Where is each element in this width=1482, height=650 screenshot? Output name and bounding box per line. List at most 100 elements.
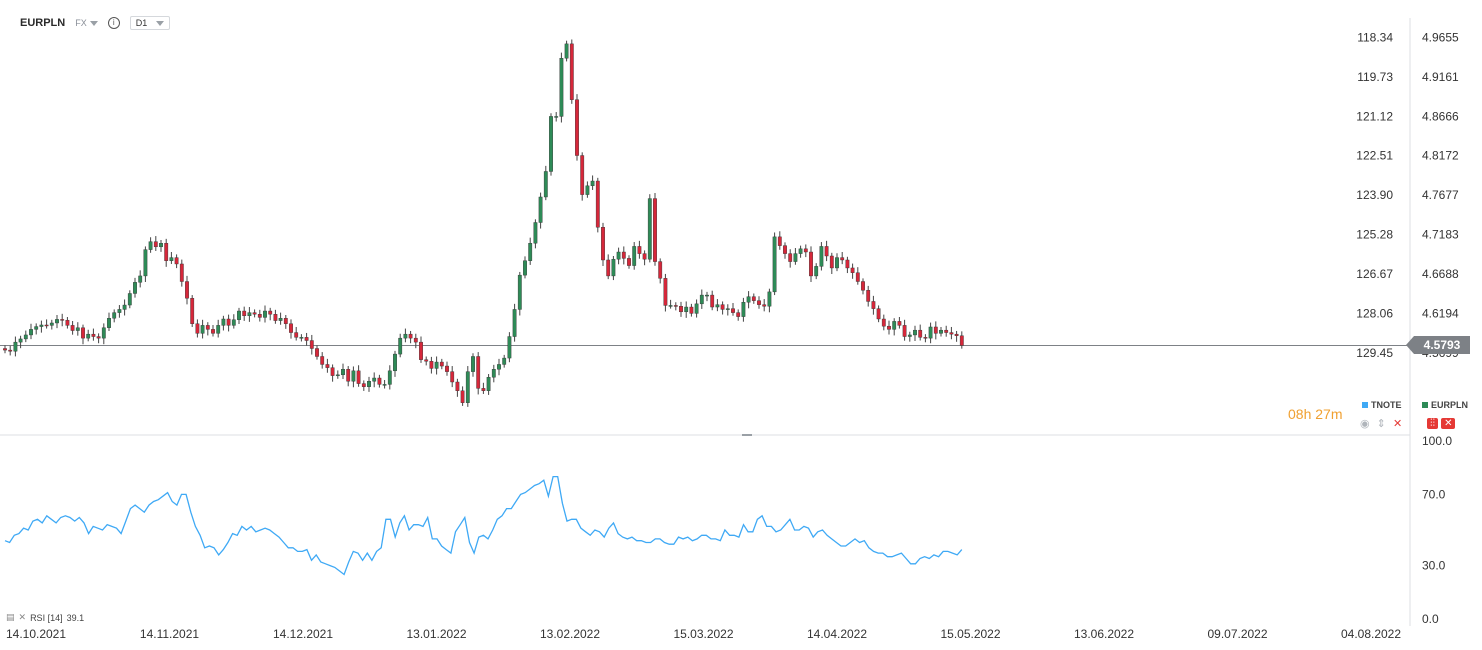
candle-body	[13, 341, 18, 352]
candle-body	[86, 333, 91, 339]
candle-body	[283, 317, 288, 324]
candle-body	[377, 377, 382, 385]
date-axis-tick: 13.01.2022	[406, 627, 466, 641]
candle-body	[346, 369, 351, 382]
exchange-selector[interactable]: FX	[75, 18, 98, 28]
date-axis-tick: 14.10.2021	[6, 627, 66, 641]
price-axis-tick: 4.6194	[1422, 306, 1459, 320]
price-axis-tick: 4.6688	[1422, 267, 1459, 281]
candle-body	[299, 337, 304, 339]
info-icon[interactable]: i	[107, 17, 120, 29]
close-icon[interactable]: ✕	[1441, 418, 1456, 429]
timeframe-selector[interactable]: D1	[129, 16, 171, 30]
legend-item-tnote[interactable]: TNOTE	[1362, 400, 1402, 410]
price-axis-tick: 4.7183	[1422, 228, 1459, 242]
candle-body	[75, 327, 80, 331]
candle-body	[866, 290, 871, 302]
candle-countdown: 08h 27m	[1288, 406, 1343, 422]
candle-body	[762, 304, 767, 307]
candle-body	[29, 329, 33, 336]
candle-body	[315, 348, 319, 357]
settings-icon[interactable]: ▤	[6, 612, 15, 622]
candle-body	[783, 245, 787, 254]
legend-item-eurpln[interactable]: EURPLN	[1422, 400, 1468, 410]
candle-body	[559, 58, 564, 117]
candle-body	[143, 249, 148, 277]
date-axis-tick: 09.07.2022	[1207, 627, 1267, 641]
candle-body	[902, 325, 907, 337]
legend-label-tnote: TNOTE	[1371, 400, 1402, 410]
candle-body	[169, 257, 174, 261]
candle-body	[268, 310, 273, 315]
candle-body	[939, 329, 943, 334]
candle-body	[523, 260, 527, 276]
candle-body	[632, 246, 637, 266]
rsi-label: ▤ ✕ RSI [14] 39.1	[6, 612, 84, 623]
candle-body	[387, 370, 392, 385]
eye-icon[interactable]: ◉	[1360, 418, 1370, 430]
pane-resize-handle	[742, 434, 752, 436]
legend-swatch-tnote	[1362, 402, 1368, 408]
candle-body	[897, 321, 902, 326]
candle-body	[517, 274, 522, 310]
close-icon[interactable]: ✕	[1392, 418, 1403, 430]
candle-body	[445, 365, 449, 372]
candle-body	[585, 185, 590, 195]
tnote-axis-tick: 119.73	[1357, 70, 1393, 84]
candle-body	[616, 251, 621, 260]
candle-body	[731, 308, 735, 313]
date-axis-tick: 15.03.2022	[673, 627, 733, 641]
candle-body	[892, 321, 897, 330]
candle-body	[507, 336, 512, 359]
candle-body	[757, 300, 761, 305]
candle-body	[195, 323, 200, 334]
candle-body	[424, 359, 429, 362]
candle-body	[637, 246, 642, 254]
candle-body	[3, 348, 7, 351]
candle-body	[803, 248, 808, 253]
candle-body	[138, 275, 143, 283]
candle-body	[590, 180, 595, 187]
candle-body	[18, 338, 23, 343]
legend-label-eurpln: EURPLN	[1431, 400, 1469, 410]
candle-body	[528, 243, 533, 261]
date-axis-tick: 14.04.2022	[807, 627, 867, 641]
candle-body	[720, 304, 725, 310]
last-price-tag: 4.5793	[1406, 336, 1470, 355]
candle-body	[606, 259, 611, 277]
date-axis-tick: 13.06.2022	[1074, 627, 1134, 641]
candle-body	[153, 241, 158, 248]
candle-body	[923, 337, 928, 339]
candle-body	[81, 327, 85, 339]
candle-body	[845, 259, 850, 269]
candle-body	[216, 325, 221, 334]
candle-body	[231, 319, 236, 326]
candle-body	[39, 324, 44, 327]
candle-body	[419, 341, 423, 360]
candle-body	[257, 314, 262, 318]
candle-body	[798, 248, 803, 254]
tnote-axis-tick: 129.45	[1356, 346, 1393, 360]
reorder-icon[interactable]: ⇕	[1376, 418, 1386, 430]
candle-body	[533, 222, 538, 244]
candle-body	[673, 305, 678, 307]
candle-body	[439, 361, 444, 367]
candle-body	[491, 369, 496, 378]
candle-body	[289, 323, 293, 333]
candle-body	[55, 319, 59, 324]
candles-group	[3, 39, 964, 407]
candle-style-icon[interactable]: ⫶⫶	[1427, 418, 1438, 429]
tnote-axis-tick: 121.12	[1356, 109, 1393, 123]
candle-body	[413, 337, 418, 343]
candle-body	[434, 361, 439, 369]
rsi-axis-tick: 30.0	[1422, 559, 1446, 573]
candle-body	[471, 356, 475, 372]
candle-body	[393, 353, 397, 372]
candle-body	[460, 390, 465, 403]
candle-body	[601, 227, 605, 261]
exchange-label: FX	[75, 18, 87, 28]
symbol-label[interactable]: EURPLN	[20, 17, 66, 29]
close-icon[interactable]: ✕	[18, 612, 27, 622]
price-axis-tick: 4.7677	[1422, 188, 1459, 202]
